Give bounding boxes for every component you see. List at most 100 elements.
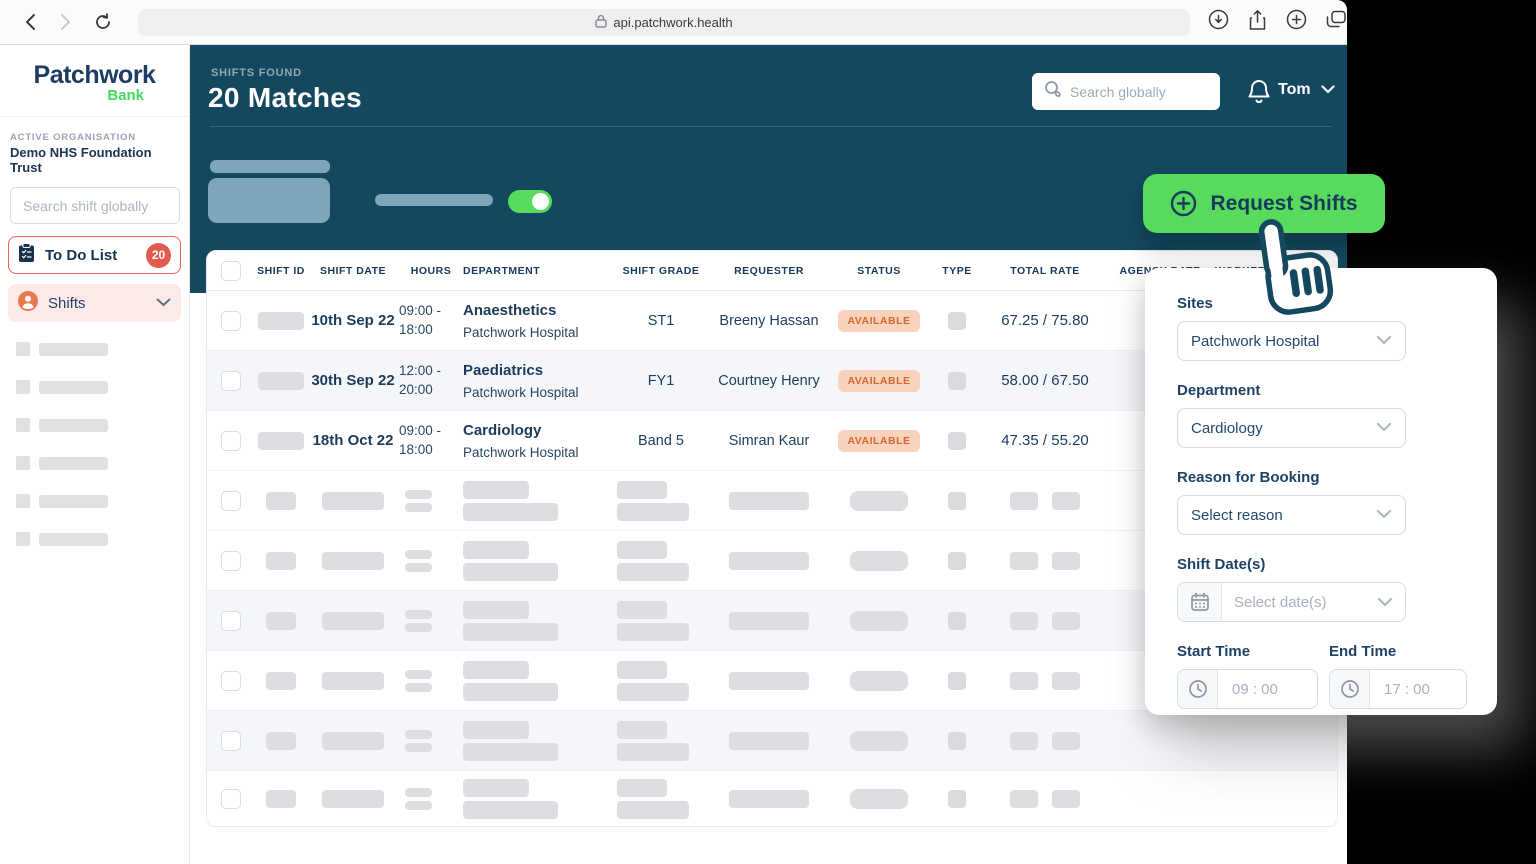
total-rate: 47.35 / 55.20 bbox=[1001, 432, 1089, 449]
shifts-found-label: SHIFTS FOUND bbox=[211, 67, 302, 79]
table-skeleton-row bbox=[207, 771, 1337, 826]
sidebar-skeleton-item bbox=[16, 380, 189, 394]
sidebar-skeleton-item bbox=[16, 418, 189, 432]
person-icon bbox=[18, 290, 38, 316]
status-badge: AVAILABLE bbox=[838, 429, 920, 452]
todo-count-badge: 20 bbox=[146, 242, 171, 268]
lock-icon bbox=[595, 14, 608, 31]
department-site: Patchwork Hospital bbox=[463, 444, 579, 460]
status-badge: AVAILABLE bbox=[838, 369, 920, 392]
row-checkbox[interactable] bbox=[221, 550, 241, 571]
shift-hours: 09:00 -18:00 bbox=[399, 423, 442, 457]
sidebar-skeleton-item bbox=[16, 532, 189, 546]
row-checkbox[interactable] bbox=[221, 370, 241, 391]
brand-name: Patchwork bbox=[33, 61, 156, 89]
sidebar-skeleton-item bbox=[16, 456, 189, 470]
department-site: Patchwork Hospital bbox=[463, 324, 579, 340]
back-icon[interactable] bbox=[24, 13, 37, 31]
row-checkbox[interactable] bbox=[221, 490, 241, 511]
row-checkbox[interactable] bbox=[221, 788, 241, 809]
forward-icon[interactable] bbox=[59, 13, 72, 31]
col-shift-date: SHIFT DATE bbox=[319, 264, 387, 277]
global-search-input[interactable] bbox=[1070, 83, 1200, 100]
toggle-switch-on[interactable] bbox=[508, 190, 552, 213]
col-shift-grade: SHIFT GRADE bbox=[622, 264, 700, 277]
shift-dates-input[interactable]: Select date(s) bbox=[1177, 582, 1406, 622]
shifts-label: Shifts bbox=[48, 294, 86, 312]
end-time-label: End Time bbox=[1329, 643, 1397, 660]
page-title: 20 Matches bbox=[208, 82, 362, 113]
url-bar[interactable]: api.patchwork.health bbox=[138, 8, 1190, 36]
department-site: Patchwork Hospital bbox=[463, 384, 579, 400]
start-time-input[interactable]: 09 : 00 bbox=[1177, 669, 1318, 709]
bell-icon[interactable] bbox=[1246, 78, 1272, 111]
refresh-icon[interactable] bbox=[94, 13, 112, 31]
col-requester: REQUESTER bbox=[734, 264, 804, 277]
chevron-down-icon bbox=[1376, 332, 1392, 350]
row-checkbox[interactable] bbox=[221, 610, 241, 631]
active-org-label: ACTIVE ORGANISATION bbox=[10, 132, 136, 143]
sites-select[interactable]: Patchwork Hospital bbox=[1177, 321, 1406, 361]
sidebar-skeleton-item bbox=[16, 342, 189, 356]
pointer-hand-icon bbox=[1233, 210, 1342, 327]
plus-circle-icon bbox=[1170, 190, 1197, 217]
col-department: DEPARTMENT bbox=[463, 264, 541, 277]
sidebar-item-shifts[interactable]: Shifts bbox=[8, 284, 181, 322]
row-checkbox[interactable] bbox=[221, 670, 241, 691]
row-checkbox[interactable] bbox=[221, 730, 241, 751]
sidebar-item-todo-list[interactable]: To Do List 20 bbox=[8, 236, 181, 274]
type-placeholder bbox=[948, 371, 966, 390]
global-search[interactable] bbox=[1032, 73, 1220, 110]
col-shift-id: SHIFT ID bbox=[257, 264, 305, 277]
new-tab-icon[interactable] bbox=[1286, 9, 1307, 35]
shift-grade: ST1 bbox=[647, 312, 675, 329]
shift-hours: 12:00 -20:00 bbox=[399, 363, 442, 397]
department-name: Cardiology bbox=[463, 421, 542, 439]
user-menu[interactable]: Tom bbox=[1278, 81, 1335, 99]
shift-date: 10th Sep 22 bbox=[311, 312, 395, 329]
row-checkbox[interactable] bbox=[221, 430, 241, 451]
chevron-down-icon bbox=[1376, 506, 1392, 524]
end-time-input[interactable]: 17 : 00 bbox=[1329, 669, 1467, 709]
share-icon[interactable] bbox=[1248, 9, 1267, 36]
sidebar-skeleton-list bbox=[0, 322, 189, 546]
department-select[interactable]: Cardiology bbox=[1177, 408, 1406, 448]
select-all-checkbox[interactable] bbox=[221, 260, 241, 281]
requester-name: Breeny Hassan bbox=[719, 312, 819, 329]
user-name: Tom bbox=[1278, 81, 1311, 98]
col-type: TYPE bbox=[942, 264, 972, 277]
reason-select[interactable]: Select reason bbox=[1177, 495, 1406, 535]
start-time-label: Start Time bbox=[1177, 643, 1251, 660]
shift-date: 30th Sep 22 bbox=[311, 372, 395, 389]
url-text: api.patchwork.health bbox=[613, 14, 733, 30]
todo-list-label: To Do List bbox=[45, 246, 118, 264]
reason-label: Reason for Booking bbox=[1177, 469, 1320, 486]
shift-grade: FY1 bbox=[647, 372, 675, 389]
header-divider bbox=[210, 126, 1332, 127]
filter-skeleton-bar bbox=[210, 160, 330, 173]
shift-grade: Band 5 bbox=[638, 432, 684, 449]
clock-icon bbox=[1330, 670, 1370, 708]
requester-name: Simran Kaur bbox=[728, 432, 810, 449]
chevron-down-icon bbox=[1376, 419, 1392, 437]
clipboard-icon bbox=[18, 242, 35, 268]
shift-id-placeholder bbox=[258, 311, 304, 330]
type-placeholder bbox=[948, 311, 966, 330]
requester-name: Courtney Henry bbox=[718, 372, 820, 389]
chevron-down-icon bbox=[1320, 81, 1335, 99]
col-hours: HOURS bbox=[410, 264, 452, 277]
sites-label: Sites bbox=[1177, 295, 1213, 312]
total-rate: 67.25 / 75.80 bbox=[1001, 312, 1089, 329]
browser-chrome: api.patchwork.health bbox=[0, 0, 1347, 45]
tabs-overview-icon[interactable] bbox=[1326, 10, 1347, 34]
shift-id-placeholder bbox=[258, 431, 304, 450]
filter-skeleton-box bbox=[208, 178, 330, 223]
search-icon bbox=[1044, 80, 1062, 103]
department-label: Department bbox=[1177, 382, 1261, 399]
row-checkbox[interactable] bbox=[221, 310, 241, 331]
sidebar-skeleton-item bbox=[16, 494, 189, 508]
download-icon[interactable] bbox=[1208, 9, 1229, 35]
toggle-skeleton-bar bbox=[375, 194, 493, 206]
sidebar-search-input[interactable] bbox=[10, 187, 180, 224]
type-placeholder bbox=[948, 431, 966, 450]
